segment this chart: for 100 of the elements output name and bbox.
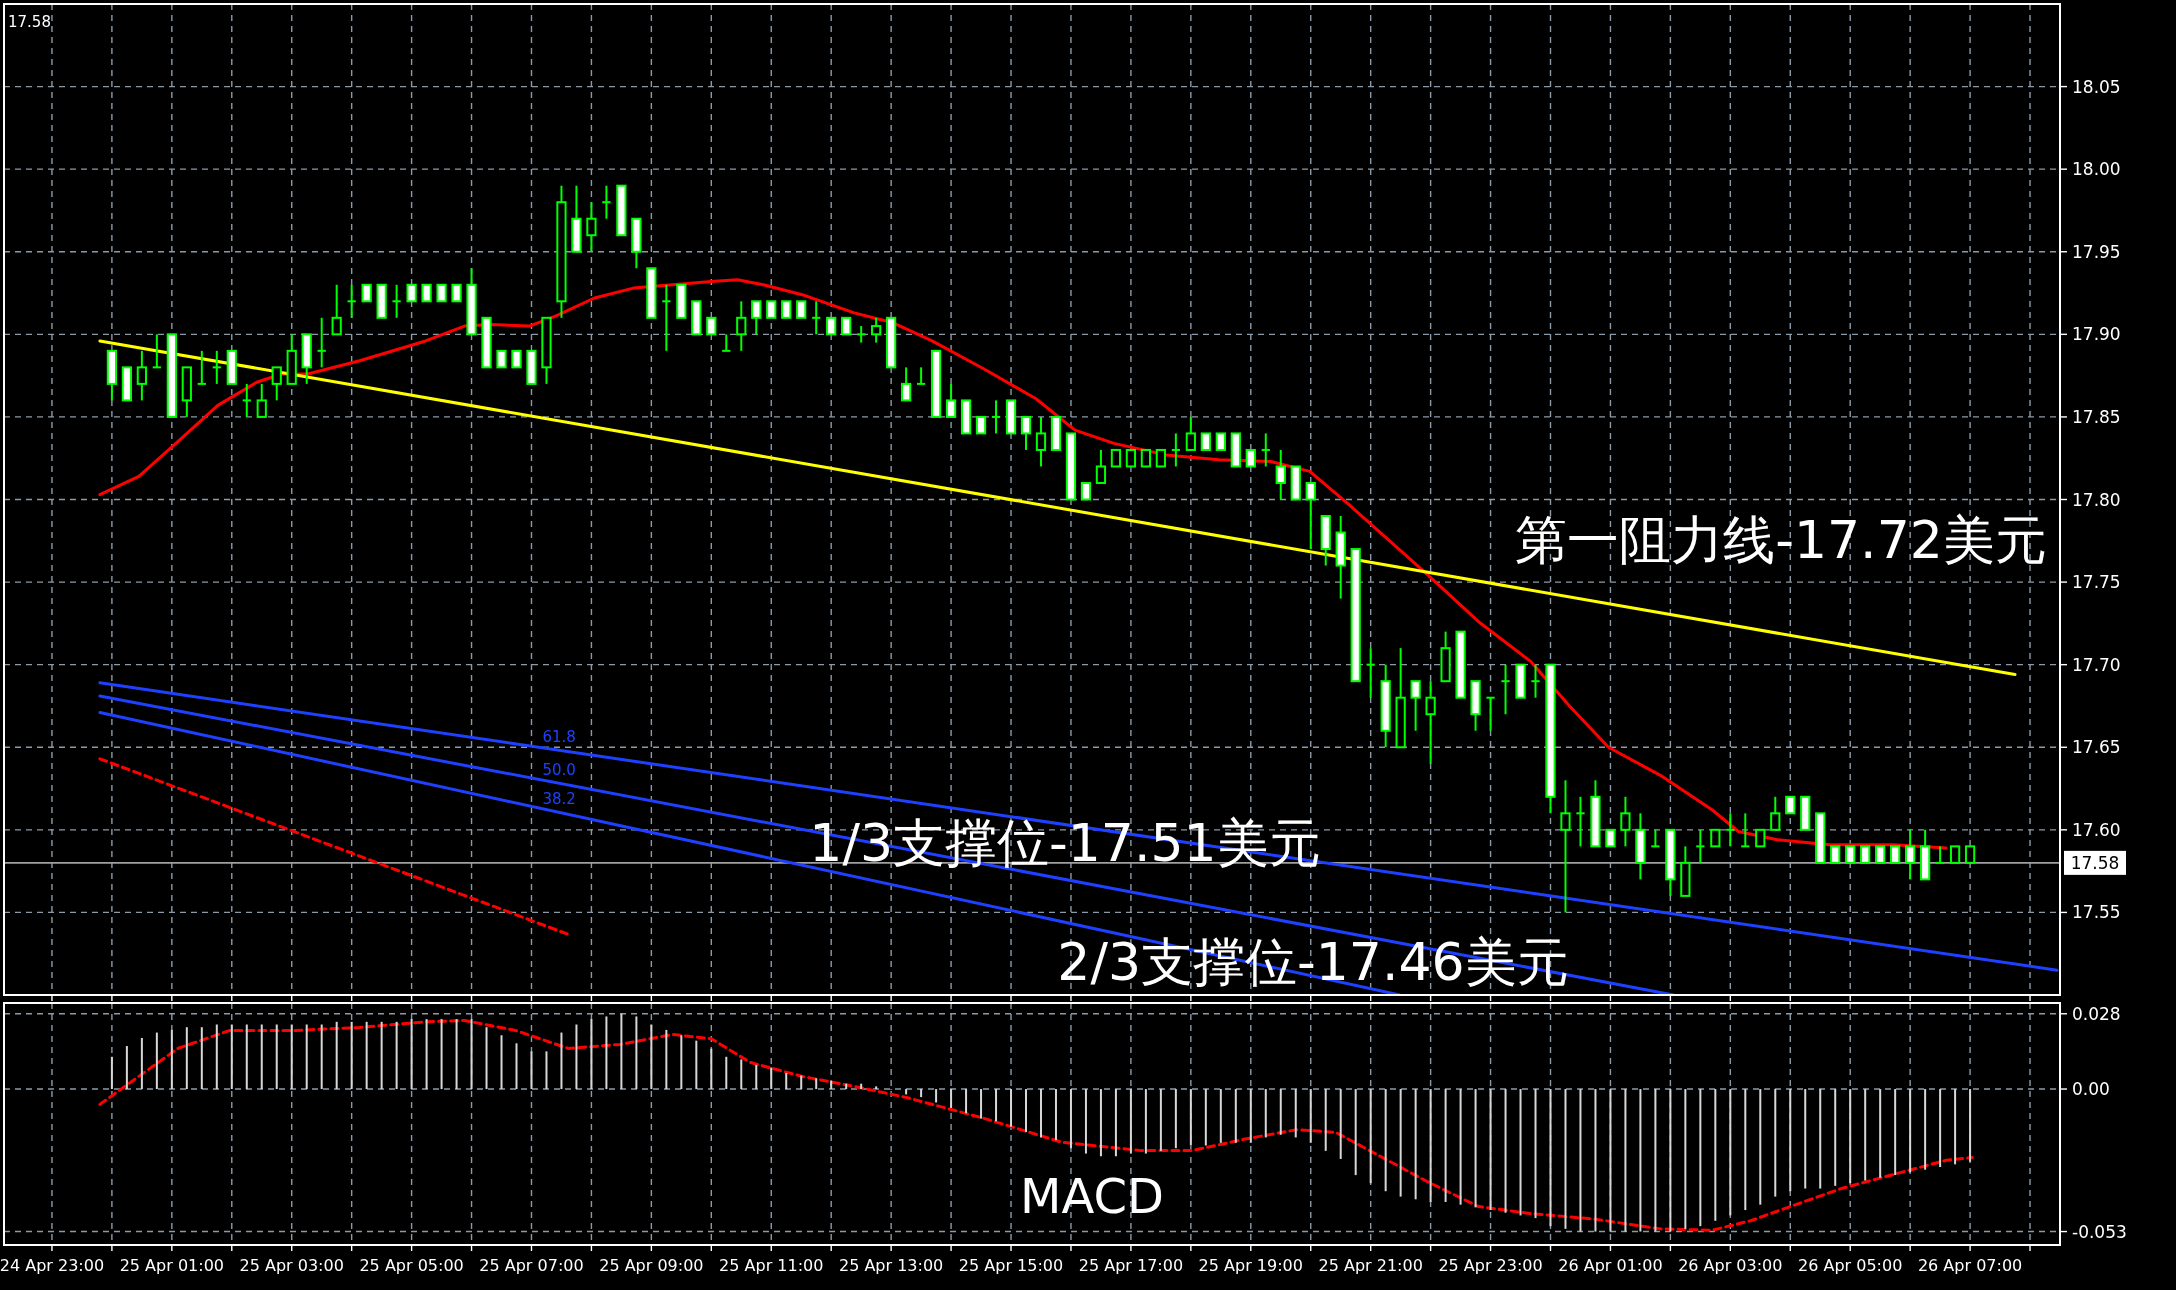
- bar: [395, 1021, 398, 1090]
- bar: [785, 1072, 788, 1090]
- bar: [845, 1083, 848, 1090]
- bar: [1774, 1089, 1777, 1197]
- bar: [950, 1089, 953, 1108]
- bar: [1264, 1089, 1267, 1138]
- bar: [425, 1019, 428, 1090]
- candlestick: [945, 382, 957, 418]
- bar: [1654, 1089, 1657, 1232]
- bar: [905, 1089, 908, 1095]
- x-tick-label: 25 Apr 23:00: [1438, 1256, 1543, 1275]
- candlestick: [811, 300, 822, 336]
- bar: [1144, 1089, 1147, 1154]
- x-tick-label: 25 Apr 07:00: [479, 1256, 584, 1275]
- bar: [1010, 1089, 1013, 1127]
- candlestick: [1410, 680, 1421, 732]
- bar: [1129, 1089, 1132, 1154]
- bar: [1819, 1089, 1822, 1189]
- bar: [1414, 1089, 1417, 1200]
- bar: [1549, 1089, 1552, 1227]
- candlestick: [736, 300, 747, 352]
- bar: [1279, 1089, 1282, 1135]
- bar: [1969, 1089, 1972, 1162]
- bar: [1249, 1089, 1252, 1143]
- x-tick-label: 25 Apr 21:00: [1318, 1256, 1423, 1275]
- bar: [1759, 1089, 1762, 1205]
- bar: [1489, 1089, 1492, 1211]
- x-tick-label: 25 Apr 11:00: [719, 1256, 824, 1275]
- x-tick-label: 26 Apr 05:00: [1798, 1256, 1903, 1275]
- x-tick-label: 25 Apr 09:00: [599, 1256, 704, 1275]
- bar: [305, 1024, 308, 1090]
- x-tick-label: 25 Apr 05:00: [359, 1256, 464, 1275]
- candlestick: [331, 283, 342, 336]
- bar: [1594, 1089, 1597, 1232]
- bar: [155, 1032, 158, 1090]
- bar: [1294, 1089, 1297, 1138]
- candlestick: [1260, 432, 1271, 468]
- bar: [815, 1078, 818, 1090]
- bar: [1579, 1089, 1582, 1232]
- y-tick-label: 0.00: [2072, 1079, 2110, 1100]
- bar: [650, 1024, 653, 1090]
- candlestick: [1620, 795, 1631, 848]
- candlestick: [586, 201, 597, 253]
- bar: [725, 1056, 728, 1090]
- y-tick-label: 17.65: [2072, 737, 2121, 758]
- bar: [230, 1024, 233, 1090]
- bar: [290, 1024, 293, 1090]
- candlestick: [1575, 795, 1586, 848]
- bar: [560, 1032, 563, 1090]
- y-tick-label: 17.80: [2072, 489, 2121, 510]
- x-tick-label: 26 Apr 03:00: [1678, 1256, 1783, 1275]
- bar: [1159, 1089, 1162, 1151]
- bar: [605, 1016, 608, 1090]
- candlestick: [1185, 415, 1196, 451]
- candlestick: [1365, 647, 1376, 699]
- x-tick-label: 24 Apr 23:00: [0, 1256, 105, 1275]
- bar: [1025, 1089, 1028, 1133]
- bar: [1849, 1089, 1852, 1184]
- candlestick: [1095, 448, 1107, 484]
- x-tick-label: 26 Apr 01:00: [1558, 1256, 1663, 1275]
- bar: [710, 1048, 713, 1090]
- bar: [515, 1043, 518, 1090]
- bar: [1054, 1089, 1057, 1141]
- bar: [1729, 1089, 1732, 1216]
- text: MACD: [1020, 1168, 1164, 1224]
- y-tick-label: 17.85: [2072, 406, 2121, 427]
- candlestick: [601, 184, 612, 220]
- bar: [1894, 1089, 1897, 1176]
- candlestick: [1305, 481, 1316, 551]
- bar: [1309, 1089, 1312, 1143]
- bar: [770, 1067, 773, 1090]
- bar: [485, 1027, 488, 1090]
- series-label: 50.0: [542, 761, 576, 780]
- bar: [635, 1016, 638, 1090]
- candlestick: [1560, 779, 1571, 914]
- candlestick: [915, 366, 927, 385]
- candlestick: [256, 382, 267, 418]
- candlestick: [241, 382, 252, 418]
- y-tick-label: 18.05: [2072, 76, 2121, 97]
- bar: [245, 1024, 248, 1090]
- bar: [1684, 1089, 1687, 1229]
- bar: [1939, 1089, 1942, 1168]
- bar: [1624, 1089, 1627, 1232]
- bar: [1429, 1089, 1432, 1202]
- bar: [665, 1029, 668, 1090]
- bar: [1474, 1089, 1477, 1208]
- bar: [1384, 1089, 1387, 1192]
- bar: [140, 1037, 143, 1090]
- bar: [935, 1089, 938, 1103]
- x-tick-label: 25 Apr 17:00: [1078, 1256, 1184, 1275]
- bar: [410, 1019, 413, 1090]
- y-tick-label: 17.55: [2072, 902, 2121, 923]
- bar: [530, 1051, 533, 1090]
- bar: [1204, 1089, 1207, 1146]
- bar: [275, 1024, 278, 1090]
- bar: [185, 1027, 188, 1090]
- candlestick: [1905, 828, 1916, 881]
- bar: [620, 1013, 623, 1090]
- bar: [995, 1089, 998, 1122]
- text: 17.58: [8, 13, 51, 31]
